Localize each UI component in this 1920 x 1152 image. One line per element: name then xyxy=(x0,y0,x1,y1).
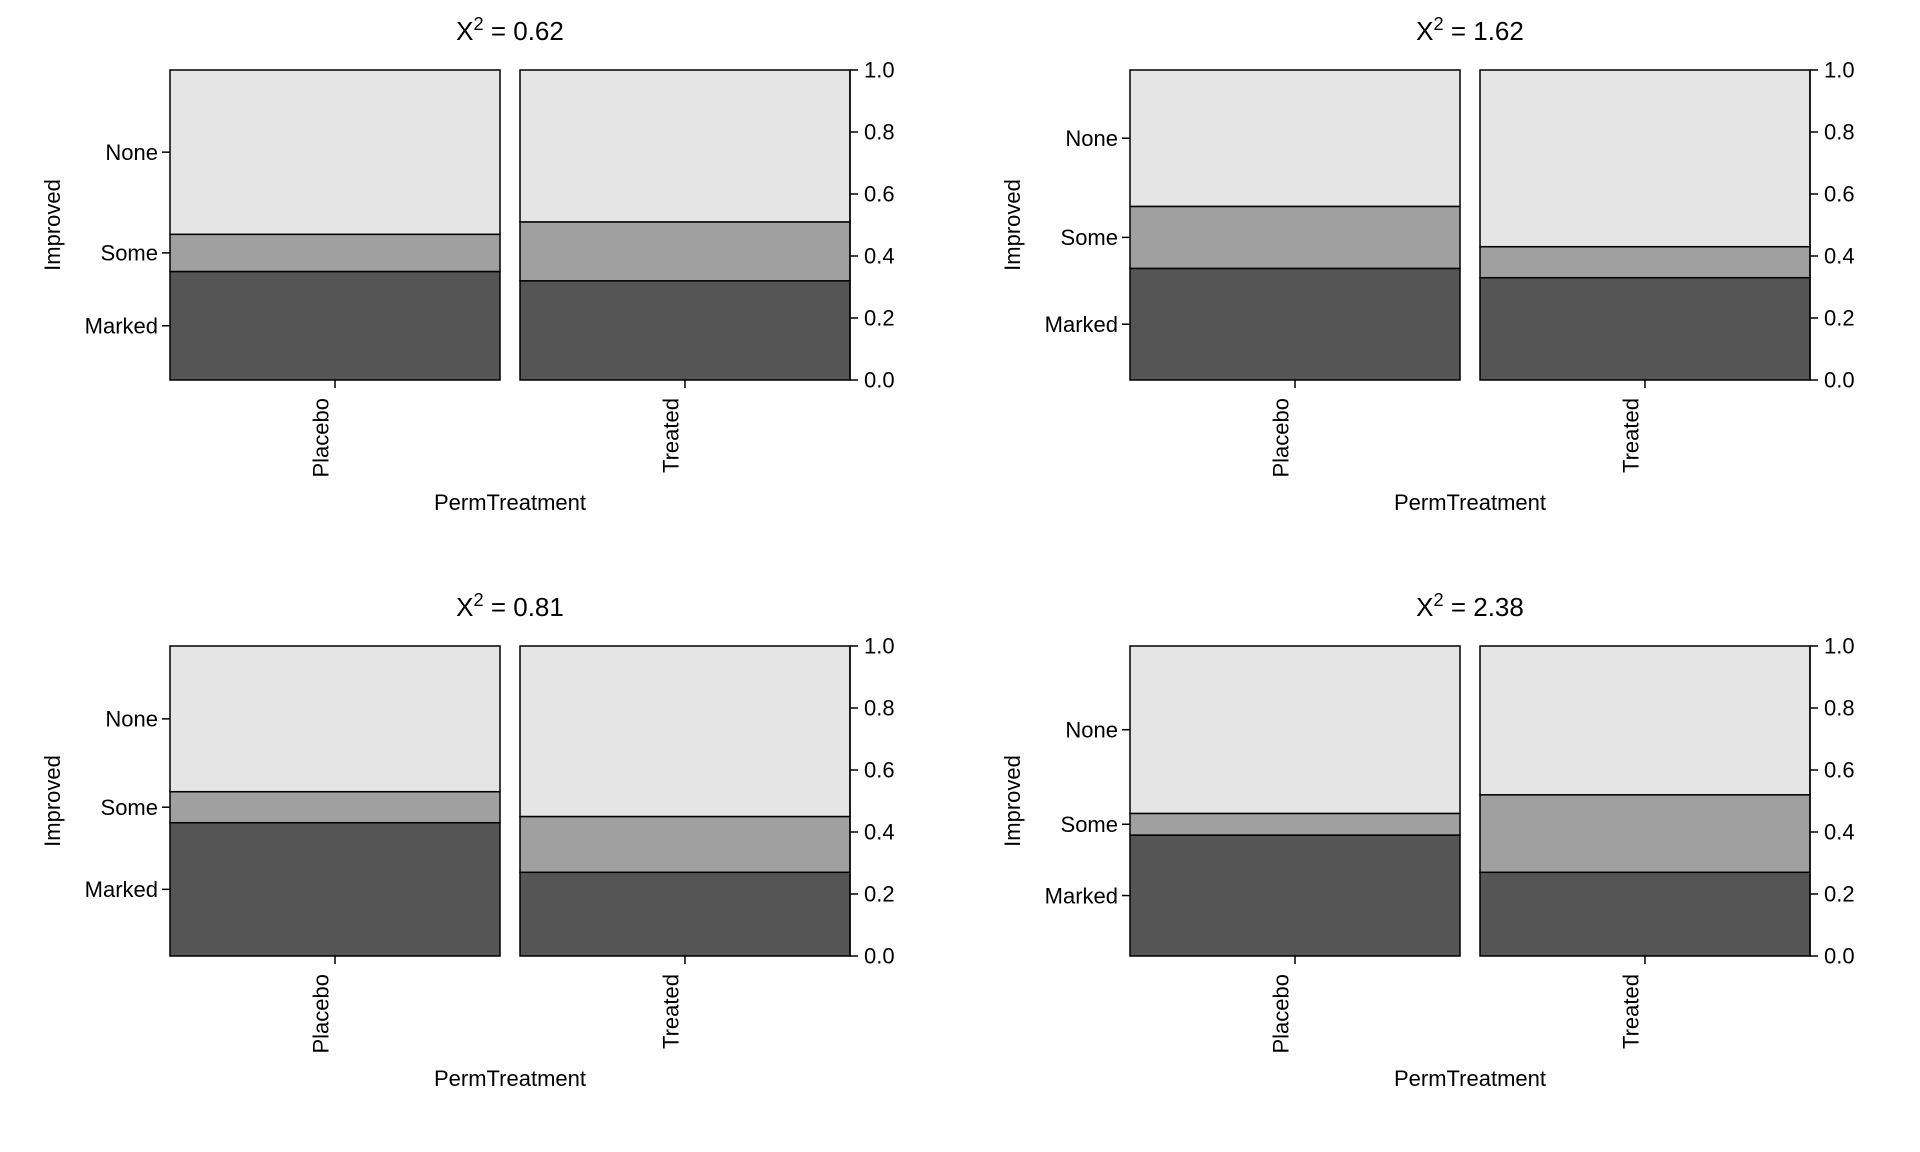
x-category-0: Placebo xyxy=(308,974,333,1054)
ytick-5: 1.0 xyxy=(864,58,895,83)
left-category-1: Some xyxy=(101,795,158,820)
ytick-5: 1.0 xyxy=(1824,58,1855,83)
bar-treated-some xyxy=(520,222,850,281)
bar-placebo-marked xyxy=(1130,835,1460,956)
bar-placebo-marked xyxy=(170,823,500,956)
left-category-2: Marked xyxy=(1045,883,1118,908)
left-category-0: None xyxy=(105,140,158,165)
x-category-0: Placebo xyxy=(308,398,333,478)
bar-treated-none xyxy=(520,70,850,222)
bar-treated-marked xyxy=(520,872,850,956)
x-axis-title: PermTreatment xyxy=(434,490,586,515)
bar-placebo-marked xyxy=(1130,268,1460,380)
ytick-2: 0.4 xyxy=(864,244,895,269)
left-category-1: Some xyxy=(1061,225,1118,250)
ytick-0: 0.0 xyxy=(864,944,895,969)
ytick-3: 0.6 xyxy=(1824,182,1855,207)
x-axis-title: PermTreatment xyxy=(1394,1066,1546,1091)
bar-placebo-some xyxy=(170,234,500,271)
bar-treated-marked xyxy=(520,281,850,380)
left-category-1: Some xyxy=(1061,812,1118,837)
chart-title: X2 = 0.81 xyxy=(456,590,564,622)
bar-placebo-none xyxy=(170,646,500,792)
bar-treated-some xyxy=(1480,247,1810,278)
ytick-4: 0.8 xyxy=(864,696,895,721)
bar-placebo-some xyxy=(170,792,500,823)
bar-placebo-marked xyxy=(170,272,500,381)
left-category-0: None xyxy=(1065,126,1118,151)
bar-placebo-none xyxy=(170,70,500,234)
bar-treated-marked xyxy=(1480,872,1810,956)
ytick-3: 0.6 xyxy=(864,182,895,207)
ytick-1: 0.2 xyxy=(864,882,895,907)
x-category-0: Placebo xyxy=(1268,398,1293,478)
bar-placebo-some xyxy=(1130,813,1460,835)
bar-placebo-none xyxy=(1130,646,1460,813)
x-category-1: Treated xyxy=(1618,398,1643,473)
y-axis-title: Improved xyxy=(40,755,65,847)
left-category-2: Marked xyxy=(1045,312,1118,337)
y-axis-title: Improved xyxy=(40,179,65,271)
ytick-5: 1.0 xyxy=(864,634,895,659)
panel-0: X2 = 0.62 None Some Marked Improved 0.0 0.2 0.4… xyxy=(0,0,960,576)
panel-3: X2 = 2.38 None Some Marked Improved 0.0 0.2 0.4… xyxy=(960,576,1920,1152)
bar-placebo-none xyxy=(1130,70,1460,206)
panel-2: X2 = 0.81 None Some Marked Improved 0.0 0.2 0.4… xyxy=(0,576,960,1152)
ytick-4: 0.8 xyxy=(1824,120,1855,145)
chart-grid: X2 = 0.62 None Some Marked Improved 0.0 0.2 0.4… xyxy=(0,0,1920,1152)
bar-placebo-some xyxy=(1130,206,1460,268)
ytick-4: 0.8 xyxy=(864,120,895,145)
x-axis-title: PermTreatment xyxy=(1394,490,1546,515)
bar-treated-some xyxy=(520,817,850,873)
chart-title: X2 = 2.38 xyxy=(1416,590,1524,622)
left-category-0: None xyxy=(105,707,158,732)
y-axis-title: Improved xyxy=(1000,179,1025,271)
x-category-1: Treated xyxy=(1618,974,1643,1049)
y-axis-title: Improved xyxy=(1000,755,1025,847)
ytick-4: 0.8 xyxy=(1824,696,1855,721)
bar-treated-none xyxy=(1480,646,1810,795)
ytick-0: 0.0 xyxy=(864,368,895,393)
x-category-1: Treated xyxy=(658,974,683,1049)
left-category-2: Marked xyxy=(85,313,158,338)
chart-title: X2 = 0.62 xyxy=(456,14,564,46)
x-axis-title: PermTreatment xyxy=(434,1066,586,1091)
ytick-0: 0.0 xyxy=(1824,368,1855,393)
bar-treated-none xyxy=(520,646,850,817)
bar-treated-marked xyxy=(1480,278,1810,380)
ytick-0: 0.0 xyxy=(1824,944,1855,969)
ytick-1: 0.2 xyxy=(864,306,895,331)
bar-treated-some xyxy=(1480,795,1810,873)
ytick-2: 0.4 xyxy=(1824,244,1855,269)
ytick-1: 0.2 xyxy=(1824,882,1855,907)
chart-title: X2 = 1.62 xyxy=(1416,14,1524,46)
x-category-1: Treated xyxy=(658,398,683,473)
ytick-3: 0.6 xyxy=(1824,758,1855,783)
left-category-2: Marked xyxy=(85,877,158,902)
bar-treated-none xyxy=(1480,70,1810,247)
ytick-1: 0.2 xyxy=(1824,306,1855,331)
ytick-5: 1.0 xyxy=(1824,634,1855,659)
left-category-1: Some xyxy=(101,241,158,266)
ytick-2: 0.4 xyxy=(864,820,895,845)
ytick-3: 0.6 xyxy=(864,758,895,783)
ytick-2: 0.4 xyxy=(1824,820,1855,845)
panel-1: X2 = 1.62 None Some Marked Improved 0.0 0.2 0.4… xyxy=(960,0,1920,576)
left-category-0: None xyxy=(1065,717,1118,742)
x-category-0: Placebo xyxy=(1268,974,1293,1054)
